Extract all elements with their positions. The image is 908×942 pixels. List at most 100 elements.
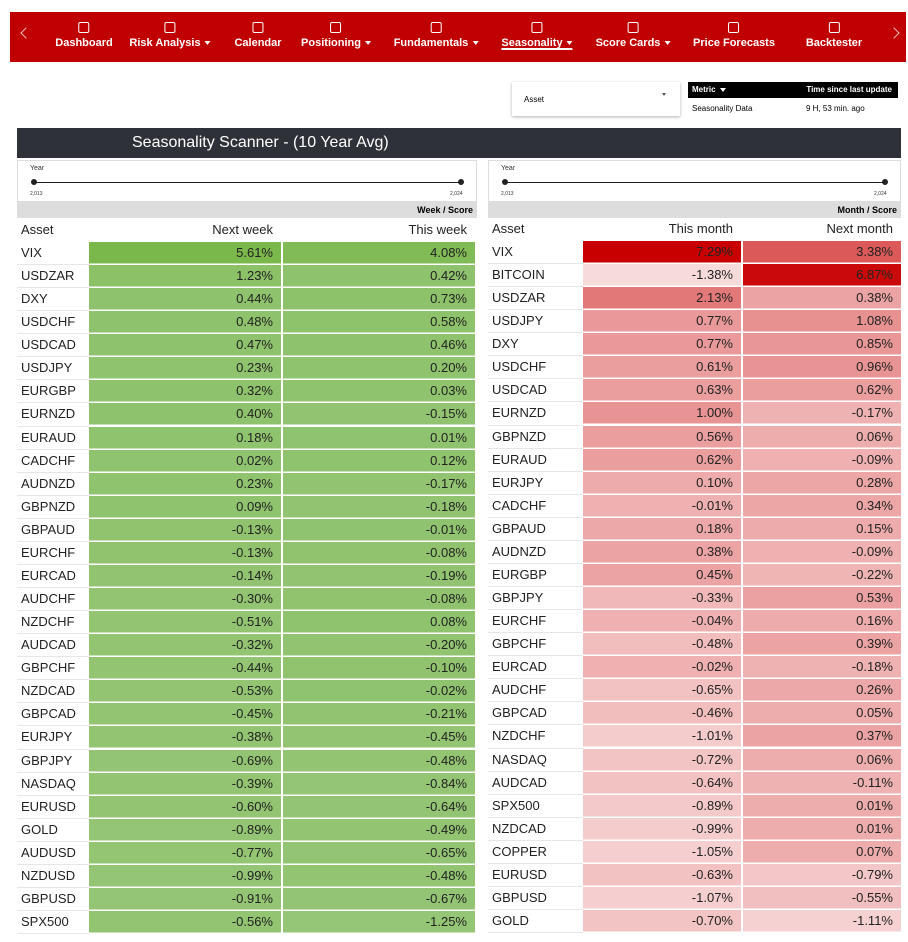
nav-item[interactable]: Risk Analysis	[129, 12, 210, 62]
value-cell: -0.99%	[583, 817, 741, 840]
column-header: Asset	[21, 222, 54, 237]
nav-item[interactable]: Dashboard	[55, 12, 113, 62]
value-cell: 1.23%	[89, 265, 281, 288]
slider-handle[interactable]	[502, 179, 508, 185]
value-cell: -1.01%	[583, 725, 741, 748]
value-cell: -0.08%	[283, 588, 475, 611]
nav-prev[interactable]	[20, 27, 32, 39]
row-divider	[17, 702, 89, 704]
value-cell: -0.48%	[283, 749, 475, 772]
nav-label: Positioning	[301, 37, 371, 49]
asset-cell: AUDCHF	[21, 591, 76, 607]
value-cell: -0.46%	[583, 702, 741, 725]
nav-label: Score Cards	[596, 37, 671, 49]
nav-label: Price Forecasts	[693, 37, 775, 49]
row-divider	[488, 516, 583, 518]
asset-cell: EURGBP	[492, 566, 547, 582]
row-divider	[488, 678, 583, 680]
asset-cell: GBPAUD	[492, 520, 546, 536]
metric-cell: 9 H, 53 min. ago	[806, 104, 865, 113]
nav-item[interactable]: Positioning	[301, 12, 371, 62]
value-cell: -0.08%	[283, 541, 475, 564]
value-cell: 0.45%	[583, 563, 741, 586]
value-cell: -0.91%	[89, 887, 281, 910]
asset-cell: GBPJPY	[21, 752, 73, 768]
asset-cell: EURJPY	[21, 729, 73, 745]
asset-cell: GBPCHF	[21, 660, 76, 676]
row-divider	[17, 910, 89, 912]
asset-cell: BITCOIN	[492, 267, 545, 283]
value-cell: 0.28%	[743, 471, 901, 494]
asset-filter[interactable]: Asset	[512, 82, 680, 116]
nav-next[interactable]	[888, 27, 900, 39]
value-cell: 0.46%	[283, 334, 475, 357]
column-header: This month	[668, 221, 733, 236]
row-divider	[17, 471, 89, 473]
asset-cell: GBPUSD	[21, 890, 76, 906]
row-divider	[488, 747, 583, 749]
value-cell: -0.19%	[283, 564, 475, 587]
value-cell: 0.47%	[89, 334, 281, 357]
metric-box: Metric Time since last update Seasonalit…	[688, 82, 898, 116]
asset-cell: USDJPY	[492, 313, 544, 329]
value-cell: -1.38%	[583, 264, 741, 287]
value-cell: 0.07%	[743, 840, 901, 863]
value-cell: -0.89%	[89, 818, 281, 841]
value-cell: -0.72%	[583, 748, 741, 771]
row-divider	[488, 839, 583, 841]
asset-cell: USDCHF	[21, 314, 76, 330]
value-cell: 0.32%	[89, 380, 281, 403]
asset-cell: NZDCHF	[492, 728, 546, 744]
value-cell: -1.25%	[283, 911, 475, 934]
row-divider	[488, 609, 583, 611]
nav-icon	[531, 22, 543, 33]
nav-item[interactable]: Fundamentals	[394, 12, 479, 62]
row-divider	[17, 448, 89, 450]
nav-item[interactable]: Seasonality	[501, 12, 573, 50]
asset-cell: GBPCAD	[492, 705, 547, 721]
value-cell: -0.65%	[283, 841, 475, 864]
nav-item[interactable]: Price Forecasts	[693, 12, 775, 62]
nav-item[interactable]: Backtester	[806, 12, 862, 62]
asset-cell: SPX500	[21, 914, 69, 930]
value-cell: -0.51%	[89, 611, 281, 634]
value-cell: 0.01%	[283, 426, 475, 449]
value-cell: 0.26%	[743, 679, 901, 702]
value-cell: -0.64%	[583, 771, 741, 794]
value-cell: -0.99%	[89, 864, 281, 887]
value-cell: 0.77%	[583, 310, 741, 333]
asset-cell: EURAUD	[21, 429, 76, 445]
slider-handle[interactable]	[882, 179, 888, 185]
row-divider	[17, 402, 89, 404]
row-divider	[488, 562, 583, 564]
row-divider	[17, 794, 89, 796]
value-cell: 0.34%	[743, 494, 901, 517]
row-divider	[488, 286, 583, 288]
asset-cell: COPPER	[492, 843, 547, 859]
row-divider	[17, 333, 89, 335]
nav-icon	[627, 22, 639, 33]
row-divider	[488, 378, 583, 380]
row-divider	[17, 679, 89, 681]
value-cell: 4.08%	[283, 242, 475, 264]
value-cell: -0.15%	[283, 403, 475, 426]
value-cell: -0.65%	[583, 679, 741, 702]
asset-cell: USDCHF	[492, 359, 547, 375]
asset-cell: DXY	[21, 291, 48, 307]
nav-item[interactable]: Calendar	[234, 12, 282, 62]
asset-cell: EURAUD	[492, 451, 547, 467]
metric-header-cell[interactable]: Metric	[692, 82, 726, 98]
row-divider	[17, 610, 89, 612]
slider-handle[interactable]	[458, 179, 464, 185]
row-divider	[17, 310, 89, 312]
row-divider	[17, 656, 89, 658]
nav-icon	[164, 22, 176, 33]
nav-item[interactable]: Score Cards	[596, 12, 671, 62]
slider-handle[interactable]	[31, 179, 37, 185]
value-cell: -0.22%	[743, 563, 901, 586]
nav-label: Backtester	[805, 37, 863, 49]
row-divider	[488, 862, 583, 864]
value-cell: -0.53%	[89, 680, 281, 703]
value-cell: -0.32%	[89, 634, 281, 657]
